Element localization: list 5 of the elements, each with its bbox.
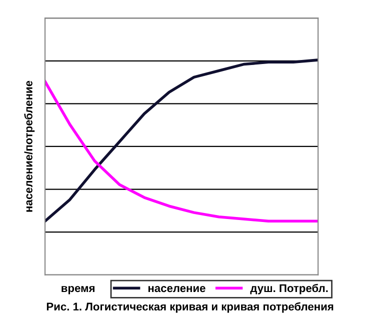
text: Рис. 1. Логистическая кривая и кривая потребления [46, 302, 334, 313]
legend-label: население [148, 286, 206, 292]
y-axis-title: население/потребление [24, 80, 35, 212]
x-axis-title: время [62, 286, 94, 294]
legend-label: душ. Потребл. [250, 284, 328, 294]
